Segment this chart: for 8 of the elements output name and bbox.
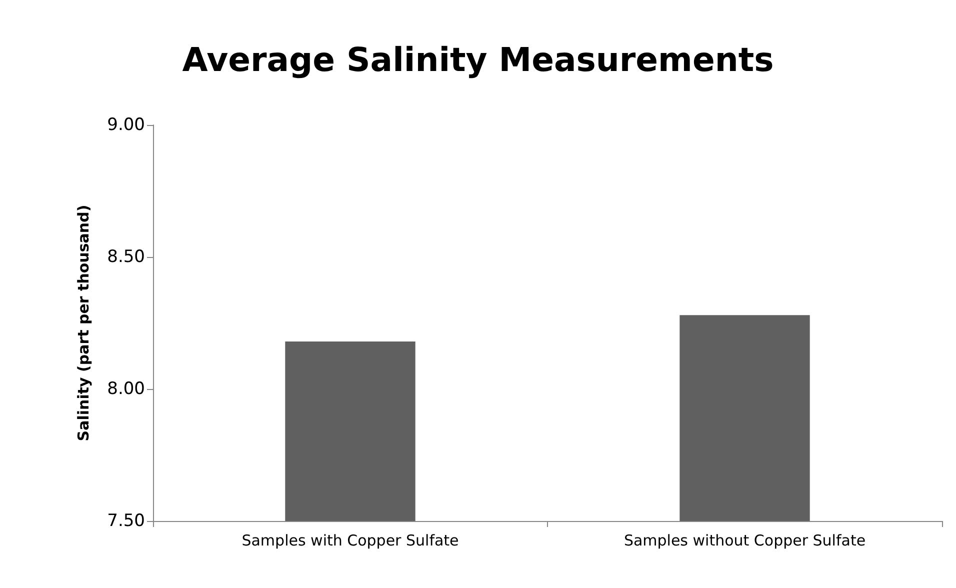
chart-title: Average Salinity Measurements — [182, 40, 774, 79]
y-tick-label: 8.00 — [107, 379, 145, 399]
y-tick-label: 7.50 — [107, 511, 145, 531]
x-tick-label: Samples without Copper Sulfate — [624, 532, 866, 550]
x-tick-label: Samples with Copper Sulfate — [242, 532, 459, 550]
y-tick-label: 9.00 — [107, 115, 145, 135]
y-tick-label: 8.50 — [107, 247, 145, 267]
y-axis-title: Salinity (part per thousand) — [74, 204, 92, 442]
